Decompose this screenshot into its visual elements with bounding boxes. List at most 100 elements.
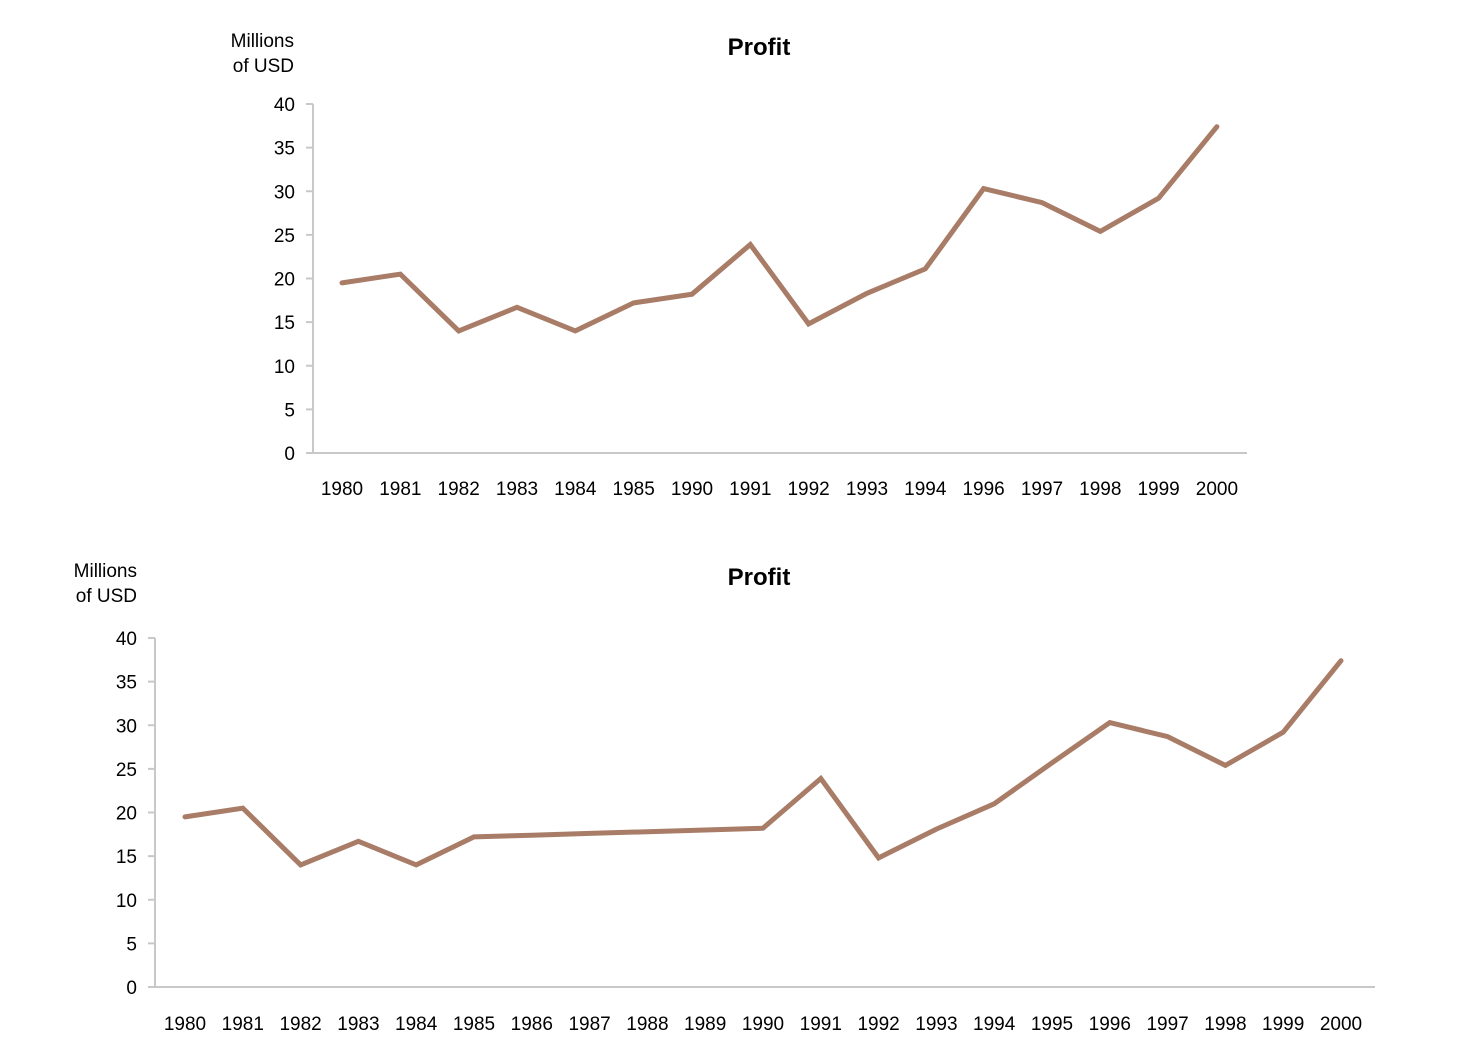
x-tick-label: 2000	[1196, 479, 1238, 500]
chart-top-title: Profit	[728, 34, 791, 61]
chart-bottom-x-ticks: 1980 1981 1982 1983 1984 1985 1986 1987 1988 1989…	[164, 1014, 1362, 1035]
chart-bottom-ylabel-line-1: Millions	[74, 561, 137, 582]
data-point	[762, 827, 764, 829]
data-point	[1099, 230, 1101, 232]
data-point	[458, 330, 460, 332]
chart-top-ylabel-line-1: Millions	[231, 31, 294, 52]
x-tick-label: 1999	[1137, 479, 1179, 500]
y-tick-label: 25	[116, 760, 137, 781]
data-point	[1167, 736, 1169, 738]
data-point	[415, 864, 417, 866]
x-tick-label: 1980	[321, 479, 363, 500]
y-tick-label: 35	[116, 673, 137, 694]
data-point	[820, 777, 822, 779]
x-tick-label: 1983	[337, 1014, 379, 1035]
y-tick-label: 40	[116, 629, 137, 650]
x-tick-label: 1988	[626, 1014, 668, 1035]
y-tick-label: 40	[274, 95, 295, 116]
x-tick-label: 1989	[684, 1014, 726, 1035]
data-point	[983, 188, 985, 190]
y-tick-label: 15	[274, 313, 295, 334]
x-tick-label: 1982	[438, 479, 480, 500]
x-tick-label: 1985	[613, 479, 655, 500]
x-tick-label: 1997	[1021, 479, 1063, 500]
x-tick-label: 1999	[1262, 1014, 1304, 1035]
data-point	[1158, 197, 1160, 199]
data-point	[1051, 762, 1053, 764]
chart-top-y-ticks: 0 5 10 15 20 25 30 35 40	[274, 95, 313, 465]
x-tick-label: 1996	[1089, 1014, 1131, 1035]
data-point	[878, 857, 880, 859]
x-tick-label: 1992	[857, 1014, 899, 1035]
x-tick-label: 1998	[1079, 479, 1121, 500]
x-tick-label: 1993	[915, 1014, 957, 1035]
chart-bottom-y-ticks: 0 5 10 15 20 25 30 35 40	[116, 629, 155, 999]
y-tick-label: 0	[126, 978, 137, 999]
x-tick-label: 1990	[671, 479, 713, 500]
y-tick-label: 15	[116, 847, 137, 868]
y-tick-label: 20	[274, 270, 295, 291]
data-point	[574, 330, 576, 332]
chart-top-plot	[339, 124, 1220, 334]
chart-bottom-plot	[182, 658, 1344, 868]
data-point	[300, 864, 302, 866]
x-tick-label: 1998	[1204, 1014, 1246, 1035]
data-point	[516, 306, 518, 308]
y-tick-label: 20	[116, 804, 137, 825]
chart-bottom: Profit Millions of USD 0510152025303540 …	[74, 561, 1375, 1035]
x-tick-label: 1986	[511, 1014, 553, 1035]
data-point	[589, 832, 591, 834]
x-tick-label: 1992	[787, 479, 829, 500]
data-point	[1041, 202, 1043, 204]
data-point	[633, 302, 635, 304]
chart-bottom-title: Profit	[728, 564, 791, 591]
y-tick-label: 30	[274, 182, 295, 203]
x-tick-label: 1995	[1031, 1014, 1073, 1035]
chart-top-axes	[306, 104, 1247, 454]
data-point	[691, 293, 693, 295]
x-tick-label: 1982	[279, 1014, 321, 1035]
x-tick-label: 1990	[742, 1014, 784, 1035]
x-tick-label: 1984	[554, 479, 597, 500]
series-line	[182, 658, 1344, 868]
data-point	[1109, 722, 1111, 724]
data-point	[531, 834, 533, 836]
x-tick-label: 1987	[568, 1014, 610, 1035]
x-tick-label: 2000	[1320, 1014, 1362, 1035]
x-tick-label: 1994	[904, 479, 947, 500]
y-tick-label: 5	[126, 934, 137, 955]
x-tick-label: 1983	[496, 479, 538, 500]
data-point	[704, 829, 706, 831]
x-tick-label: 1991	[729, 479, 771, 500]
data-point	[924, 268, 926, 270]
x-tick-label: 1985	[453, 1014, 495, 1035]
x-tick-label: 1980	[164, 1014, 206, 1035]
x-tick-label: 1981	[222, 1014, 264, 1035]
y-tick-label: 30	[116, 716, 137, 737]
y-tick-label: 0	[284, 444, 295, 465]
x-tick-label: 1981	[379, 479, 421, 500]
data-point	[242, 807, 244, 809]
x-tick-label: 1996	[962, 479, 1004, 500]
data-point	[184, 816, 186, 818]
y-tick-label: 10	[274, 357, 295, 378]
chart-top: Profit Millions of USD 0510152025303540 …	[231, 31, 1247, 500]
x-tick-label: 1997	[1146, 1014, 1188, 1035]
x-tick-label: 1994	[973, 1014, 1016, 1035]
data-point	[808, 323, 810, 325]
data-point	[935, 828, 937, 830]
data-point	[749, 243, 751, 245]
chart-top-ylabel-line-2: of USD	[233, 56, 294, 77]
chart-bottom-axes	[148, 638, 1375, 988]
data-point	[473, 836, 475, 838]
chart-bottom-ylabel-line-2: of USD	[76, 586, 137, 607]
data-point	[399, 273, 401, 275]
data-point	[646, 831, 648, 833]
x-tick-label: 1984	[395, 1014, 438, 1035]
series-line	[339, 124, 1220, 334]
x-tick-label: 1993	[846, 479, 888, 500]
chart-top-x-ticks: 1980 1981 1982 1983 1984 1985 1990 1991 1992 1993…	[321, 479, 1238, 500]
data-point	[866, 292, 868, 294]
data-point	[1282, 731, 1284, 733]
